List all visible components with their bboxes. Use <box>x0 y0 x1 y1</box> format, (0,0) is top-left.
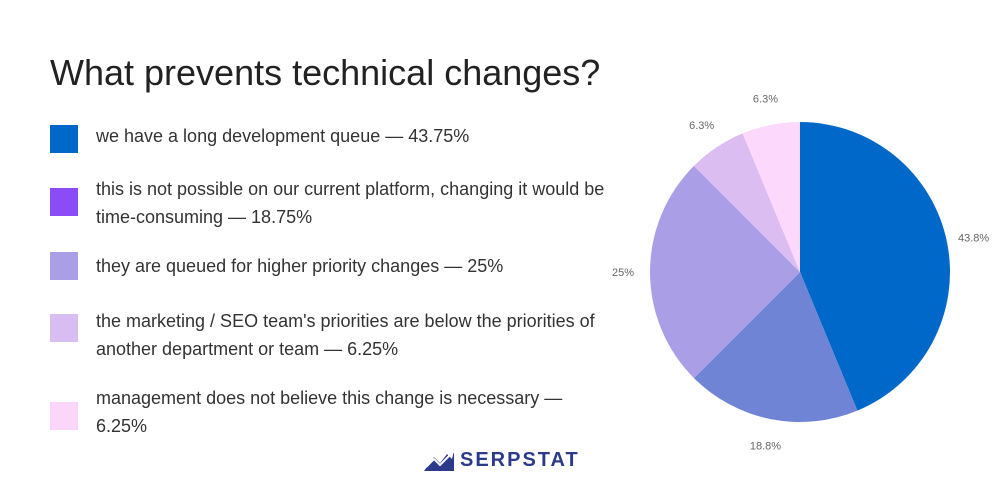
legend-label: this is not possible on our current plat… <box>96 179 605 227</box>
pie-slice <box>742 122 800 272</box>
serpstat-logo-icon <box>424 450 454 471</box>
slice-label: 6.3% <box>689 120 714 132</box>
legend-label: the marketing / SEO team's priorities ar… <box>96 311 595 359</box>
legend-label: management does not believe this change … <box>96 388 563 436</box>
slice-label: 43.8% <box>958 232 989 244</box>
brand-name: SERPSTAT <box>460 449 580 471</box>
chart-title: What prevents technical changes? <box>50 52 601 93</box>
slice-label: 25% <box>612 267 634 279</box>
legend-swatch <box>50 314 78 342</box>
legend-swatch <box>50 125 78 153</box>
pie-slice <box>649 165 800 379</box>
brand-logo: SERPSTAT <box>424 449 580 472</box>
slice-label: 18.8% <box>750 441 781 453</box>
legend-swatch <box>50 402 78 430</box>
legend-label: they are queued for higher priority chan… <box>96 256 504 276</box>
legend-swatch <box>50 252 78 280</box>
pie-slice <box>693 133 800 272</box>
pie-slice <box>693 272 858 422</box>
legend-swatch <box>50 188 78 216</box>
slice-label: 6.3% <box>753 93 778 105</box>
pie-slice <box>800 122 951 411</box>
legend-label: we have a long development queue — 43.75… <box>96 126 470 146</box>
